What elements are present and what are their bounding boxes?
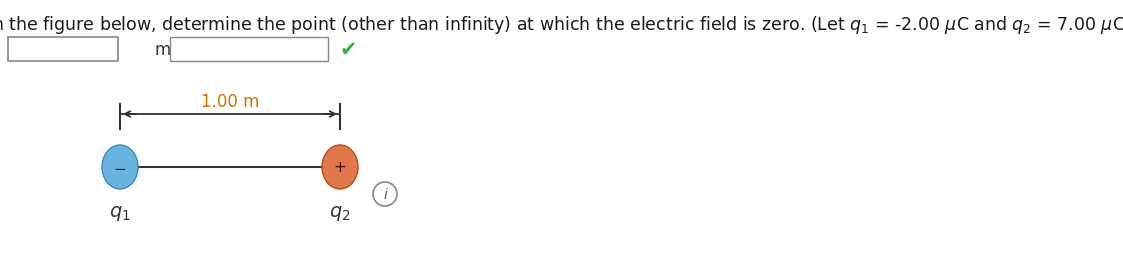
Text: i: i (383, 187, 387, 201)
Text: ✔: ✔ (340, 40, 357, 60)
Text: $+$: $+$ (334, 160, 347, 175)
Text: to the left of q1: to the left of q1 (175, 42, 289, 57)
Text: In the figure below, determine the point (other than infinity) at which the elec: In the figure below, determine the point… (0, 14, 1123, 36)
Text: $q_2$: $q_2$ (329, 203, 350, 222)
Ellipse shape (102, 146, 138, 189)
Text: m: m (155, 41, 171, 59)
Text: $q_1$: $q_1$ (109, 203, 131, 222)
Text: ∨: ∨ (316, 45, 325, 55)
Text: $-$: $-$ (113, 160, 127, 175)
Ellipse shape (322, 146, 358, 189)
Bar (170, 38, 328, 62)
Text: 1.00 m: 1.00 m (201, 93, 259, 110)
Circle shape (373, 182, 398, 206)
Bar (8, 38, 118, 62)
